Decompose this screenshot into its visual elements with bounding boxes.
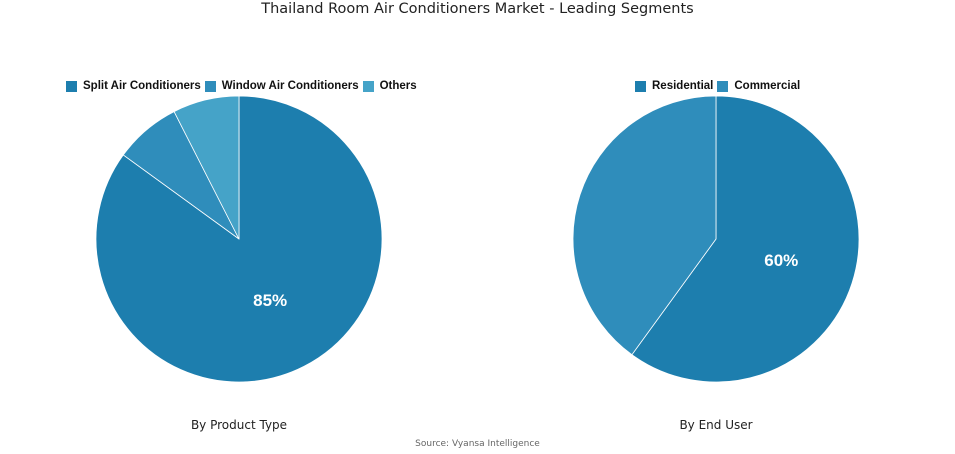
- legend-label: Window Air Conditioners: [221, 80, 359, 92]
- legend-item-split-air-conditioners: Split Air Conditioners: [66, 80, 201, 92]
- legend-label: Others: [379, 80, 417, 92]
- legend-swatch: [204, 80, 216, 92]
- pie-slice-commercial: [572, 95, 717, 356]
- chart-title: Thailand Room Air Conditioners Market - …: [261, 1, 694, 17]
- caption-end-user: By End User: [679, 418, 753, 432]
- legend-item-others: Others: [362, 80, 417, 92]
- pie-chart-end-user: 60%: [572, 95, 860, 383]
- legend-swatch: [717, 80, 729, 92]
- legend-end-user: Residential Commercial: [635, 80, 804, 92]
- source-note: Source: Vyansa Intelligence: [415, 439, 540, 449]
- caption-product-type: By Product Type: [190, 418, 288, 432]
- legend-product-type: Split Air Conditioners Window Air Conditi…: [66, 80, 421, 92]
- data-label-split-air-conditioners: 85%: [253, 291, 287, 310]
- legend-item-window-air-conditioners: Window Air Conditioners: [204, 80, 359, 92]
- data-label-residential: 60%: [764, 251, 798, 270]
- pie-slice-others: [173, 95, 240, 240]
- legend-label: Commercial: [734, 80, 801, 92]
- legend-label: Residential: [652, 80, 714, 92]
- legend-item-commercial: Commercial: [717, 80, 800, 92]
- pie-chart-product-type: 85%: [95, 95, 383, 383]
- pie-slice-residential: [631, 95, 860, 383]
- legend-swatch: [635, 80, 646, 92]
- legend-label: Split Air Conditioners: [83, 80, 201, 92]
- legend-swatch: [362, 80, 374, 92]
- legend-item-residential: Residential: [635, 80, 713, 92]
- legend-swatch: [66, 80, 77, 92]
